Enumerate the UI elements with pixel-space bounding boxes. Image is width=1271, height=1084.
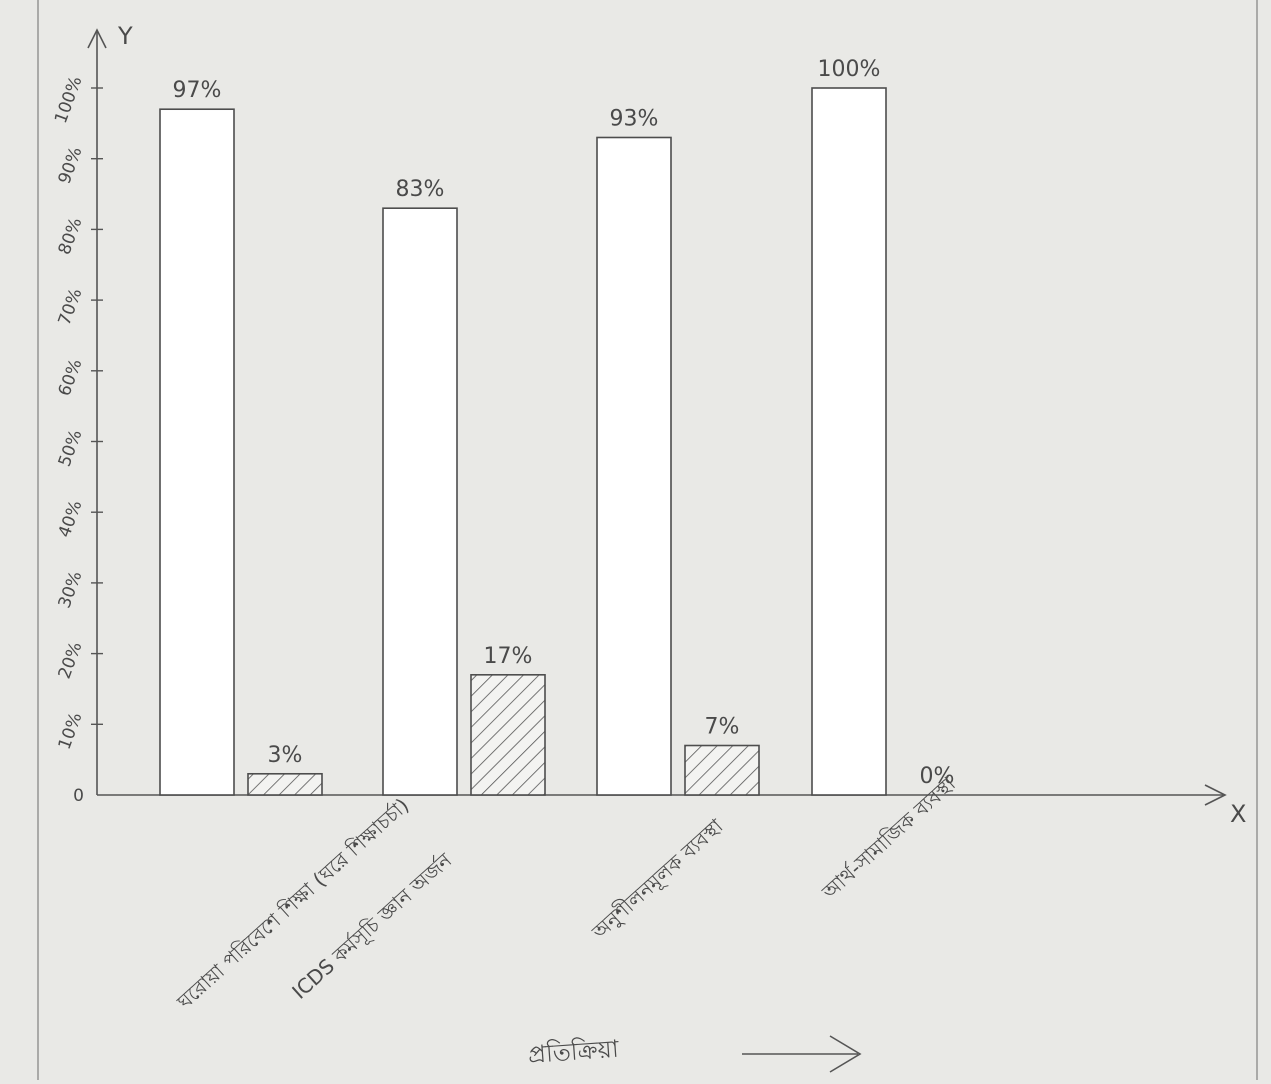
- bar-value-label: 97%: [173, 78, 222, 103]
- y-tick-label: 60%: [55, 356, 87, 398]
- y-axis-arrow: [87, 28, 107, 49]
- bar-value-label: 0%: [920, 764, 955, 789]
- y-tick-label: 0: [73, 786, 84, 806]
- y-tick-label: 30%: [55, 569, 87, 611]
- y-axis-symbol: Y: [117, 22, 133, 50]
- category-labels: ঘরোয়া পরিবেশে শিক্ষা (ঘরে শিক্ষাচর্চা)I…: [172, 771, 961, 1014]
- bar-secondary: [247, 772, 323, 796]
- bar-primary: [382, 207, 458, 796]
- bar-primary: [596, 136, 672, 796]
- bar-value-label: 93%: [610, 106, 659, 131]
- bar-secondary: [470, 674, 546, 796]
- bar-secondary: [684, 744, 760, 796]
- y-tick-label: 50%: [55, 427, 87, 469]
- bar-primary: [159, 108, 235, 796]
- x-axis-title: প্রতিক্রিয়া: [527, 1035, 621, 1069]
- y-tick-label: 80%: [55, 215, 87, 257]
- y-tick-label: 20%: [55, 639, 87, 681]
- bars: [159, 87, 887, 796]
- right-arrow-icon: [742, 1035, 862, 1073]
- y-tick-label: 90%: [55, 144, 87, 186]
- bar-primary: [811, 87, 887, 796]
- y-ticks: 0 10% 20% 30% 40% 50% 60% 70% 80% 90% 100%: [51, 74, 103, 806]
- y-tick-label: 100%: [51, 74, 86, 127]
- y-tick-label: 40%: [55, 498, 87, 540]
- bar-value-label: 3%: [268, 743, 303, 768]
- bar-value-label: 83%: [396, 177, 445, 202]
- bar-value-label: 17%: [484, 644, 533, 669]
- bar-value-label: 7%: [705, 715, 740, 740]
- bar-value-label: 100%: [818, 57, 881, 82]
- x-axis-arrow: [1204, 784, 1227, 806]
- y-tick-label: 70%: [55, 286, 87, 328]
- bar-labels: 97% 83% 93% 100% 3% 17% 7% 0%: [173, 57, 955, 789]
- y-tick-label: 10%: [55, 710, 87, 752]
- x-axis-symbol: X: [1230, 800, 1246, 828]
- category-label: অনুশীলনমূলক ব্যবস্থা: [587, 813, 729, 944]
